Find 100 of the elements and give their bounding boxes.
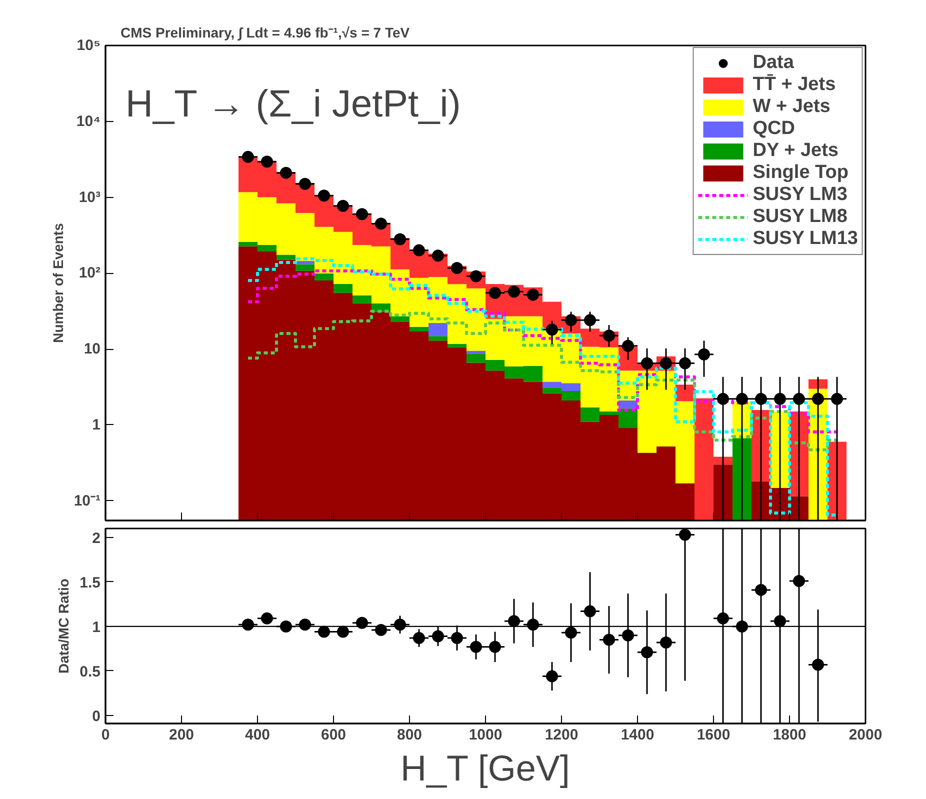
point — [394, 618, 406, 631]
y-tick-label: 1.5 — [80, 574, 101, 592]
point — [812, 658, 824, 671]
point — [603, 634, 615, 646]
point — [432, 250, 444, 262]
point — [679, 528, 691, 541]
point — [717, 392, 729, 405]
point — [451, 632, 463, 644]
point — [622, 340, 634, 352]
x-tick-label: 2000 — [848, 726, 882, 744]
point — [470, 640, 482, 653]
bar — [390, 316, 410, 322]
point — [812, 392, 824, 405]
point — [546, 670, 558, 682]
legend-label: DY + Jets — [752, 140, 838, 162]
point — [280, 620, 292, 632]
point — [299, 178, 311, 190]
point — [527, 618, 539, 631]
y-axis-title: Data/MC Ratio — [56, 578, 72, 674]
x-tick-label: 1000 — [468, 726, 502, 744]
point — [280, 166, 292, 179]
bar — [334, 284, 352, 293]
point — [584, 605, 596, 618]
chart-title: CMS Preliminary, ∫ Ldt = 4.96 fb⁻¹,√s = 7 TeV — [120, 24, 410, 42]
point — [432, 630, 444, 642]
x-tick-label: 400 — [244, 726, 270, 744]
point — [698, 348, 710, 360]
legend-label: SUSY LM13 — [752, 228, 858, 250]
point — [736, 620, 748, 632]
point — [356, 208, 368, 220]
point — [337, 626, 349, 638]
point — [413, 632, 425, 644]
y-tick-label: 0 — [92, 708, 100, 725]
point — [527, 288, 539, 301]
y-tick-label: 1 — [92, 416, 100, 434]
x-tick-label: 1800 — [772, 726, 806, 744]
point — [660, 636, 672, 648]
y-tick-label: 10⁴ — [76, 112, 101, 130]
bar — [276, 254, 296, 260]
y-tick-label: 10⁵ — [76, 37, 101, 54]
point — [356, 616, 368, 629]
legend-label: SUSY LM8 — [752, 206, 848, 228]
x-tick-label: 1400 — [620, 726, 654, 744]
point — [242, 150, 254, 163]
point — [508, 286, 520, 298]
point — [489, 640, 501, 653]
point — [755, 392, 767, 405]
x-tick-label: 1200 — [544, 726, 578, 744]
bar — [428, 323, 448, 336]
legend-label: Data — [752, 52, 794, 74]
y-tick-label: 0.5 — [80, 663, 101, 680]
y-tick-label: 10⁻¹ — [74, 492, 101, 510]
point — [489, 286, 501, 299]
point — [318, 190, 330, 202]
point — [508, 615, 520, 628]
point — [793, 575, 805, 588]
point — [679, 357, 691, 370]
x-tick-label: 200 — [168, 726, 194, 744]
point — [318, 626, 330, 638]
point — [565, 626, 577, 639]
point — [641, 646, 653, 658]
y-tick-label: 2 — [92, 530, 100, 547]
bar — [466, 350, 486, 354]
point — [242, 618, 254, 631]
legend-label: SUSY LM3 — [752, 184, 848, 206]
x-tick-label: 800 — [396, 726, 422, 744]
point — [641, 357, 653, 370]
bar — [296, 260, 314, 264]
legend-label: TT̄ + Jets — [752, 74, 836, 96]
x-tick-label: 1600 — [696, 726, 730, 744]
bar — [732, 438, 752, 520]
point — [337, 200, 349, 212]
legend-label: QCD — [752, 118, 795, 140]
point — [261, 612, 273, 624]
y-tick-label: 1 — [92, 618, 100, 636]
point — [717, 612, 729, 624]
point — [774, 392, 786, 405]
annotation: H_T → (Σ_i JetPt_i) — [126, 84, 461, 126]
point — [299, 618, 311, 631]
point — [774, 615, 786, 628]
y-axis-title: Number of Events — [50, 222, 66, 343]
bar — [714, 464, 732, 520]
point — [622, 629, 634, 642]
point — [394, 233, 406, 246]
bar — [296, 264, 314, 271]
bar — [352, 295, 372, 304]
point — [546, 324, 558, 336]
point — [413, 244, 425, 256]
bar — [808, 379, 828, 389]
bar — [448, 344, 466, 348]
x-axis-title: H_T [GeV] — [400, 748, 570, 788]
point — [831, 392, 843, 405]
y-tick-label: 10 — [84, 340, 101, 358]
bar — [428, 336, 448, 341]
y-tick-label: 10³ — [78, 188, 101, 206]
legend-label: W + Jets — [752, 96, 830, 118]
point — [584, 314, 596, 326]
point — [793, 392, 805, 405]
point — [736, 392, 748, 405]
point — [261, 156, 273, 168]
